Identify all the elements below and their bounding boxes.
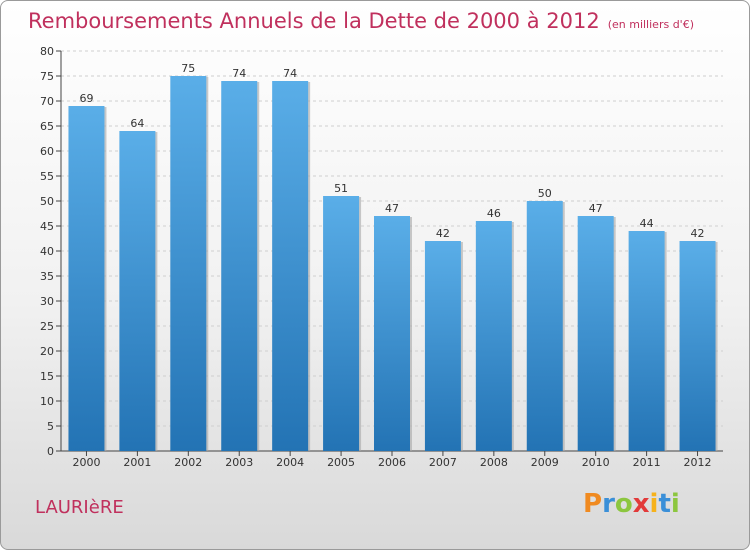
bars: 69 64 75 74 74 51 47 42 46 50 47 44 42 xyxy=(68,62,718,451)
y-tick-label: 35 xyxy=(40,270,54,283)
x-tick-label: 2004 xyxy=(276,456,304,469)
bar-2006 xyxy=(374,216,410,451)
bar-2002 xyxy=(170,76,207,451)
y-tick-label: 0 xyxy=(47,445,54,458)
x-tick-label: 2005 xyxy=(327,456,355,469)
x-tick-label: 2010 xyxy=(582,456,610,469)
x-tick-label: 2009 xyxy=(531,456,559,469)
bar-2005 xyxy=(323,196,360,451)
y-tick-label: 50 xyxy=(40,195,54,208)
bar-value-label: 74 xyxy=(232,67,246,80)
proxiti-logo: Proxiti xyxy=(583,489,680,519)
logo-letter: o xyxy=(614,489,633,519)
x-tick-label: 2001 xyxy=(123,456,151,469)
y-tick-label: 15 xyxy=(40,370,54,383)
logo-letter: P xyxy=(583,489,603,519)
bar-value-label: 47 xyxy=(385,202,399,215)
x-tick-label: 2011 xyxy=(633,456,661,469)
x-axis-ticks: 2000 2001 2002 2003 2004 2005 2006 2007 2008 2009… xyxy=(72,451,712,469)
logo-letter: t xyxy=(658,489,671,519)
y-axis-ticks: 0 5 10 15 20 25 30 35 40 45 50 55 60 65 70 75 80 xyxy=(40,45,61,458)
bar-value-label: 47 xyxy=(589,202,603,215)
x-tick-label: 2000 xyxy=(72,456,100,469)
x-tick-label: 2007 xyxy=(429,456,457,469)
x-tick-label: 2012 xyxy=(684,456,712,469)
logo-letter: i xyxy=(670,489,680,519)
y-tick-label: 55 xyxy=(40,170,54,183)
y-tick-label: 45 xyxy=(40,220,54,233)
bar-value-label: 51 xyxy=(334,182,348,195)
y-tick-label: 20 xyxy=(40,345,54,358)
bar-2011 xyxy=(628,231,665,451)
y-tick-label: 60 xyxy=(40,145,54,158)
bar-2007 xyxy=(424,241,461,451)
bar-2000 xyxy=(68,106,105,451)
bar-value-label: 44 xyxy=(640,217,654,230)
bar-2003 xyxy=(221,81,258,451)
x-tick-label: 2008 xyxy=(480,456,508,469)
bar-value-label: 50 xyxy=(538,187,552,200)
bar-value-label: 42 xyxy=(691,227,705,240)
bar-2008 xyxy=(475,221,512,451)
logo-letter: i xyxy=(649,489,659,519)
logo-letter: r xyxy=(602,489,615,519)
chart-subtitle: (en milliers d'€) xyxy=(607,18,694,31)
y-tick-label: 30 xyxy=(40,295,54,308)
y-tick-label: 10 xyxy=(40,395,54,408)
bar-2009 xyxy=(526,201,563,451)
bar-2001 xyxy=(119,131,156,451)
bar-value-label: 75 xyxy=(181,62,195,75)
chart-title: Remboursements Annuels de la Dette de 20… xyxy=(28,9,694,33)
bar-value-label: 46 xyxy=(487,207,501,220)
bar-value-label: 42 xyxy=(436,227,450,240)
x-tick-label: 2003 xyxy=(225,456,253,469)
bar-2010 xyxy=(577,216,614,451)
bar-value-label: 74 xyxy=(283,67,297,80)
y-tick-label: 80 xyxy=(40,45,54,58)
y-tick-label: 25 xyxy=(40,320,54,333)
bar-value-label: 64 xyxy=(130,117,144,130)
y-tick-label: 40 xyxy=(40,245,54,258)
bar-2004 xyxy=(272,81,309,451)
logo-letter: x xyxy=(632,489,650,519)
bar-2012 xyxy=(679,241,716,451)
bar-value-label: 69 xyxy=(79,92,93,105)
commune-name: LAURIèRE xyxy=(35,497,124,518)
y-tick-label: 75 xyxy=(40,70,54,83)
y-tick-label: 5 xyxy=(47,420,54,433)
y-tick-label: 70 xyxy=(40,95,54,108)
x-tick-label: 2002 xyxy=(174,456,202,469)
x-tick-label: 2006 xyxy=(378,456,406,469)
y-tick-label: 65 xyxy=(40,120,54,133)
chart-title-text: Remboursements Annuels de la Dette de 20… xyxy=(28,9,600,33)
